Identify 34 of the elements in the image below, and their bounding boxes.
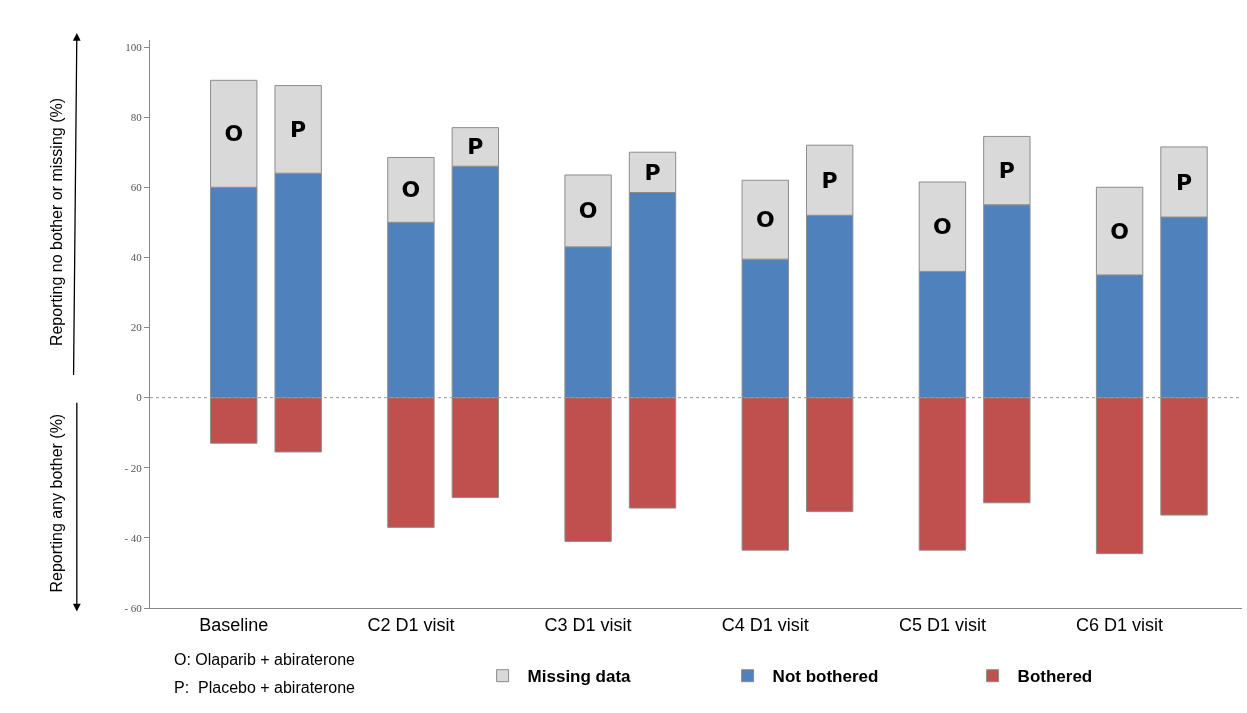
x-tick-label: C5 D1 visit: [898, 614, 986, 635]
text: P: Placebo + abiraterone: [174, 679, 356, 696]
y-tick-label: 80: [130, 110, 143, 123]
y-tick-label: 40: [130, 251, 143, 264]
y-tick-label: 0: [136, 391, 143, 404]
data-label: O: [578, 198, 598, 224]
legend-label: Not bothered: [772, 667, 879, 687]
data-label: P: [644, 159, 661, 185]
y-tick-label: - 60: [124, 601, 143, 614]
data-label: P: [1175, 169, 1193, 195]
legend-label: Missing data: [527, 667, 632, 687]
x-tick-label: C3 D1 visit: [544, 614, 632, 635]
text: O: Olaparib + abiraterone: [174, 651, 356, 668]
data-label: O: [933, 214, 952, 240]
y-axis-title: Reporting no bother or missing (%): [48, 97, 66, 347]
x-tick-label: C6 D1 visit: [1076, 614, 1164, 635]
y-tick-label: - 20: [124, 461, 143, 474]
y-tick-label: 100: [125, 40, 143, 53]
data-label: O: [401, 177, 421, 203]
x-tick-label: Baseline: [199, 614, 269, 635]
data-label: O: [224, 121, 244, 147]
data-label: P: [290, 116, 307, 142]
y-tick-label: - 40: [124, 531, 143, 544]
y-tick-label: 60: [130, 181, 143, 194]
data-label: P: [821, 167, 838, 193]
data-label: P: [467, 134, 484, 160]
data-label: O: [755, 207, 775, 233]
text: Reporting any bother (%): [47, 413, 65, 593]
x-tick-label: C4 D1 visit: [721, 614, 809, 635]
x-tick-label: C2 D1 visit: [367, 614, 455, 635]
y-tick-label: 20: [130, 321, 143, 334]
data-label: O: [1110, 218, 1129, 244]
data-label: P: [998, 158, 1015, 184]
legend-label: Bothered: [1017, 667, 1093, 687]
